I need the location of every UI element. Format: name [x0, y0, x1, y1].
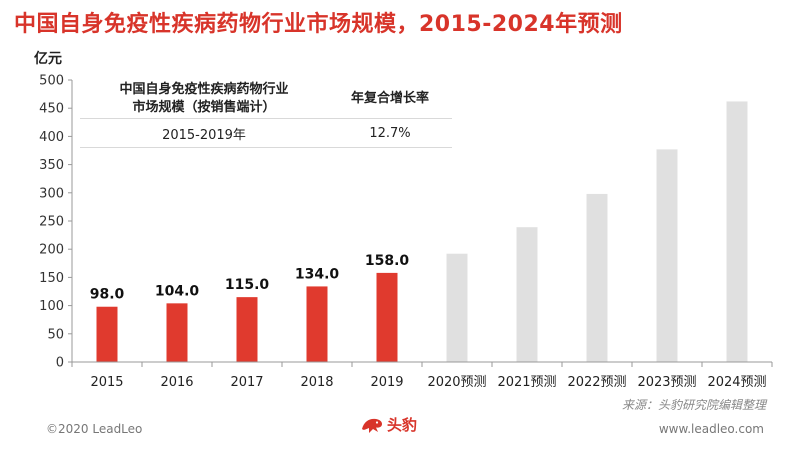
data-label-2016: 104.0 — [155, 283, 200, 299]
footer-copyright: ©2020 LeadLeo — [46, 422, 143, 436]
bar-2022预测 — [586, 193, 608, 362]
cagr-summary-table: 中国自身免疫性疾病药物行业 市场规模（按销售端计） 年复合增长率 2015-20… — [80, 80, 452, 148]
summary-cagr-value: 12.7% — [369, 125, 411, 141]
summary-header-line2: 市场规模（按销售端计） — [132, 100, 276, 115]
y-tick-label: 450 — [39, 102, 64, 117]
summary-header-line1: 中国自身免疫性疾病药物行业 — [119, 82, 289, 97]
bar-2015 — [96, 306, 118, 362]
y-tick-label: 0 — [56, 356, 64, 371]
leopard-logo-icon — [362, 418, 382, 433]
y-tick-label: 50 — [47, 327, 64, 342]
data-label-2019: 158.0 — [365, 253, 410, 269]
bar-2024预测 — [726, 101, 748, 362]
y-tick-label: 100 — [39, 299, 64, 314]
y-tick-label: 150 — [39, 271, 64, 286]
summary-header-row: 中国自身免疫性疾病药物行业 市场规模（按销售端计） 年复合增长率 — [80, 80, 452, 119]
summary-value-row: 2015-2019年 12.7% — [80, 119, 452, 148]
footer-website[interactable]: www.leadleo.com — [658, 422, 764, 436]
data-label-2015: 98.0 — [90, 287, 125, 303]
bar-2019 — [376, 272, 398, 362]
bar-2017 — [236, 297, 258, 362]
summary-header-market-size: 中国自身免疫性疾病药物行业 市场规模（按销售端计） — [80, 80, 328, 118]
page-title: 中国自身免疫性疾病药物行业市场规模，2015-2024年预测 — [14, 12, 623, 37]
bar-2023预测 — [656, 149, 678, 362]
y-axis-unit-label: 亿元 — [34, 51, 62, 67]
y-tick-label: 400 — [39, 130, 64, 145]
x-tick-label: 2016 — [160, 375, 193, 390]
x-tick-label: 2017 — [230, 375, 263, 390]
x-tick-label: 2020预测 — [427, 375, 486, 390]
bar-2018 — [306, 286, 328, 362]
x-tick-label: 2023预测 — [637, 375, 696, 390]
brand-logo: 头豹 — [360, 414, 417, 435]
y-tick-label: 300 — [39, 186, 64, 201]
bar-2016 — [166, 303, 188, 362]
y-tick-label: 250 — [39, 215, 64, 230]
data-label-2017: 115.0 — [225, 277, 270, 293]
x-tick-label: 2018 — [300, 375, 333, 390]
bar-2021预测 — [516, 227, 538, 362]
data-label-2018: 134.0 — [295, 266, 340, 282]
x-tick-label: 2015 — [90, 375, 123, 390]
y-tick-label: 500 — [39, 74, 64, 89]
x-tick-label: 2019 — [370, 375, 403, 390]
y-tick-label: 200 — [39, 243, 64, 258]
bar-2020预测 — [446, 253, 468, 362]
y-tick-label: 350 — [39, 158, 64, 173]
x-tick-label: 2021预测 — [497, 375, 556, 390]
x-tick-label: 2022预测 — [567, 375, 626, 390]
summary-period: 2015-2019年 — [162, 127, 246, 143]
summary-header-cagr: 年复合增长率 — [350, 91, 429, 106]
x-tick-label: 2024预测 — [707, 375, 766, 390]
brand-name: 头豹 — [387, 416, 418, 434]
source-note: 来源：头豹研究院编辑整理 — [621, 398, 766, 412]
